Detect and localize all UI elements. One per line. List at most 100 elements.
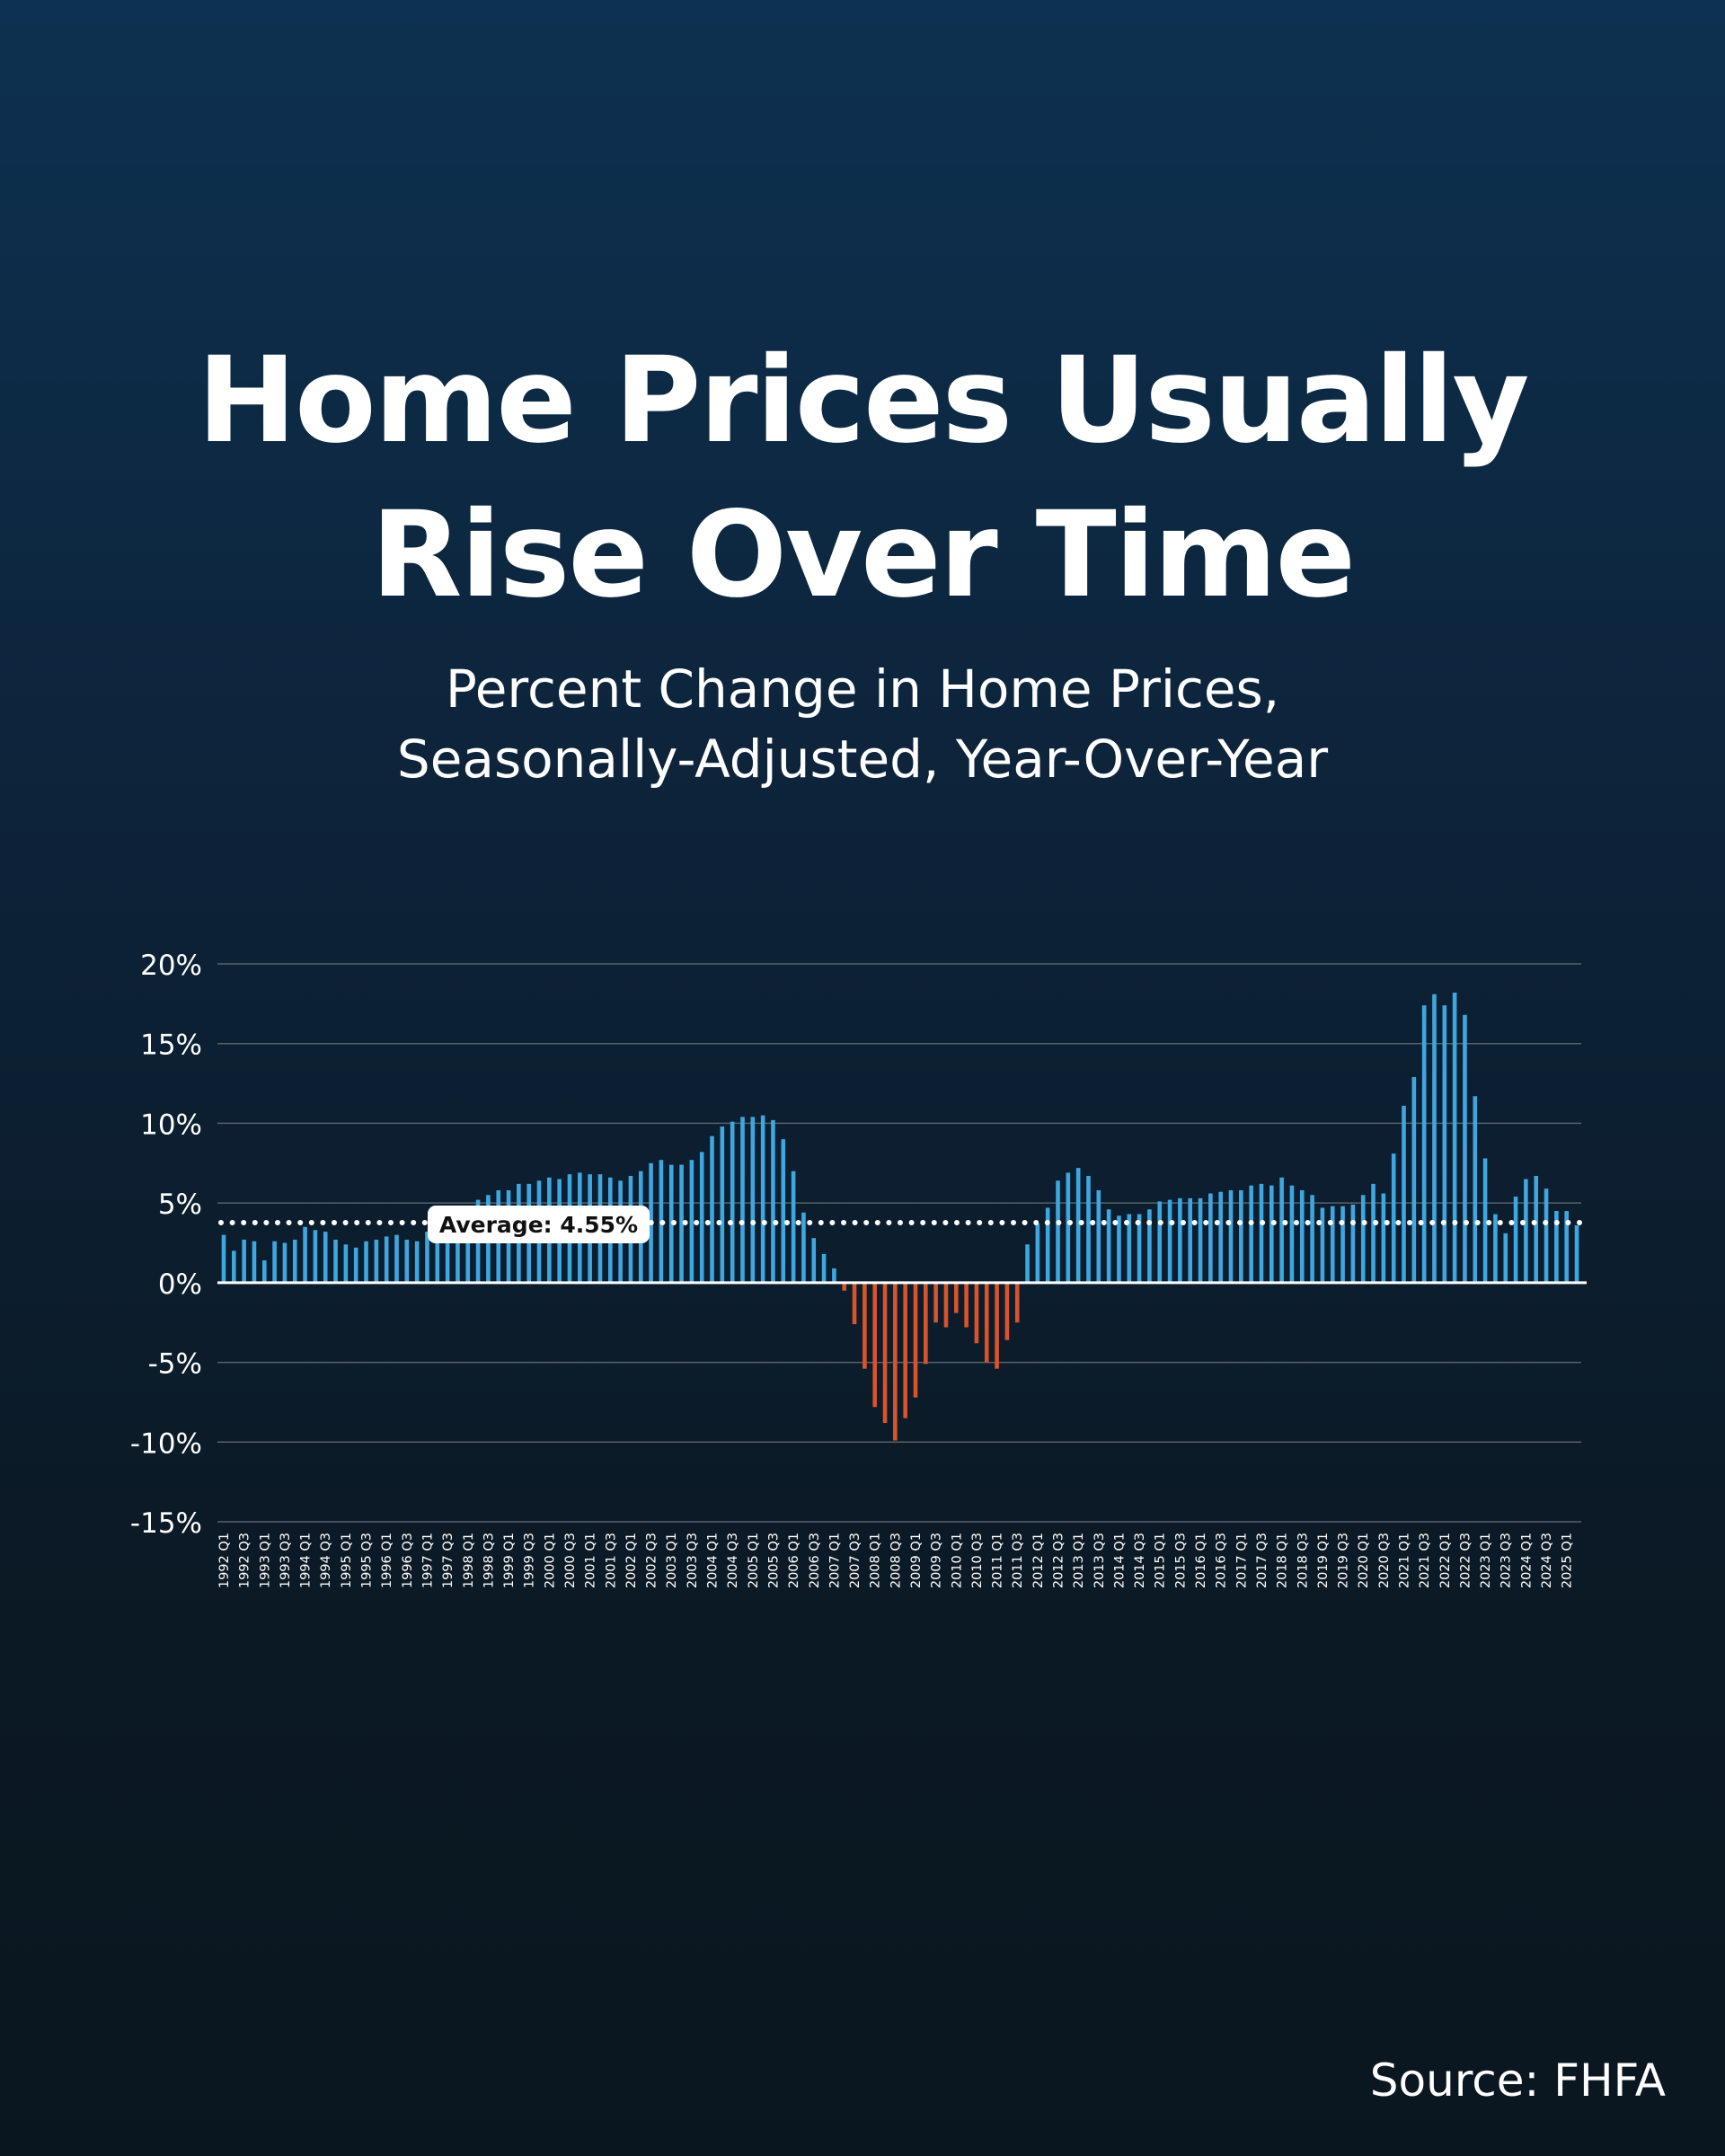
bar [1066,1172,1071,1283]
bar [1360,1195,1366,1283]
bar [1147,1209,1152,1283]
x-tick-label: 2019 Q1 [1316,1533,1331,1588]
bar [974,1282,979,1344]
bar [1218,1191,1223,1283]
x-tick-label: 2008 Q1 [869,1533,883,1588]
x-tick-label: 2010 Q3 [970,1533,985,1588]
bar [1411,1076,1417,1283]
x-tick-label: 2016 Q3 [1215,1533,1229,1588]
bar [984,1282,989,1363]
bar [272,1241,277,1283]
bar [1249,1185,1253,1283]
bar [1473,1096,1478,1283]
bar [1035,1224,1040,1283]
bar [425,1232,429,1283]
bar [689,1160,694,1283]
x-tick-label: 2013 Q3 [1092,1533,1107,1588]
x-tick-label: 2015 Q1 [1154,1533,1168,1588]
bar [1178,1197,1182,1283]
bar [1452,992,1457,1283]
x-axis-labels: 1992 Q1 1992 Q3 1993 Q1 1993 Q3 1994 Q1 1994 … [217,1533,1575,1588]
x-tick-label: 2000 Q3 [563,1533,578,1588]
y-tick-label: -5% [148,1348,202,1381]
bar [943,1282,949,1328]
x-tick-label: 2017 Q3 [1255,1533,1269,1588]
bar [801,1212,806,1283]
x-tick-label: 2000 Q1 [543,1533,557,1588]
chart-area: 20% 15% 10% 5% 0% -5% -10% -15% Average: 4.55% … [0,916,1725,1635]
bar [364,1241,368,1283]
x-tick-label: 2014 Q1 [1112,1533,1127,1588]
bar [1269,1185,1274,1283]
bar [1524,1179,1528,1283]
chart-subtitle: Percent Change in Home Prices, Seasonall… [0,654,1725,794]
grid-layer [217,963,1581,1523]
bar [1432,994,1437,1283]
bar [842,1282,847,1291]
x-tick-label: 2021 Q1 [1398,1533,1412,1588]
page-title: Home Prices Usually Rise Over Time [0,323,1725,632]
bar [710,1135,714,1283]
bar [679,1164,684,1283]
bar [903,1282,907,1418]
x-tick-label: 2018 Q1 [1276,1533,1290,1588]
bar [384,1236,389,1283]
bar [1340,1206,1345,1283]
x-tick-label: 1997 Q3 [441,1533,456,1588]
bar [1330,1206,1335,1283]
bar [1188,1197,1193,1283]
x-tick-label: 2004 Q3 [726,1533,740,1588]
bar [872,1282,877,1408]
bar [720,1126,725,1283]
bar [1106,1209,1111,1283]
bar [913,1282,918,1398]
bar [1208,1193,1213,1283]
bar [313,1230,318,1283]
x-tick-label: 2005 Q1 [747,1533,761,1588]
bar [1137,1214,1142,1283]
bar [1299,1189,1305,1283]
average-label: Average: 4.55% [439,1212,638,1238]
y-tick-label: 0% [158,1268,202,1301]
x-tick-label: 2020 Q3 [1377,1533,1392,1588]
bar [1320,1207,1325,1283]
subtitle-line-1: Percent Change in Home Prices, [445,658,1280,720]
x-tick-label: 2009 Q3 [930,1533,944,1588]
bar [323,1232,328,1283]
x-tick-label: 1995 Q1 [340,1533,354,1588]
x-tick-label: 2011 Q1 [991,1533,1005,1588]
bar [1482,1158,1488,1283]
bar [1463,1014,1467,1283]
bar [303,1226,307,1283]
y-tick-label: 15% [140,1029,202,1062]
bar [1025,1244,1030,1283]
x-tick-label: 2001 Q3 [604,1533,618,1588]
bar [1493,1214,1498,1283]
x-tick-label: 1993 Q1 [258,1533,272,1588]
bar [1544,1188,1549,1283]
x-tick-label: 2007 Q1 [827,1533,842,1588]
y-tick-label: -15% [130,1507,202,1540]
x-tick-label: 2008 Q3 [889,1533,903,1588]
bars [221,992,1579,1441]
x-tick-label: 2015 Q3 [1173,1533,1188,1588]
x-tick-label: 2002 Q1 [624,1533,639,1588]
x-tick-label: 2006 Q3 [808,1533,822,1588]
x-tick-label: 2022 Q1 [1438,1533,1453,1588]
x-tick-label: 1994 Q3 [319,1533,333,1588]
x-tick-label: 2006 Q1 [787,1533,801,1588]
x-tick-label: 2009 Q1 [909,1533,924,1588]
x-tick-label: 1998 Q3 [482,1533,496,1588]
bar [1350,1204,1356,1283]
x-tick-label: 1994 Q1 [299,1533,314,1588]
x-tick-label: 1999 Q3 [523,1533,537,1588]
bar [1096,1189,1101,1283]
bar [1198,1197,1203,1283]
bar [1127,1214,1132,1283]
bar [1228,1189,1234,1283]
x-tick-label: 2017 Q1 [1234,1533,1249,1588]
bar [414,1241,420,1283]
y-tick-label: 5% [158,1188,202,1221]
bar [374,1239,379,1283]
bar [445,1218,450,1283]
